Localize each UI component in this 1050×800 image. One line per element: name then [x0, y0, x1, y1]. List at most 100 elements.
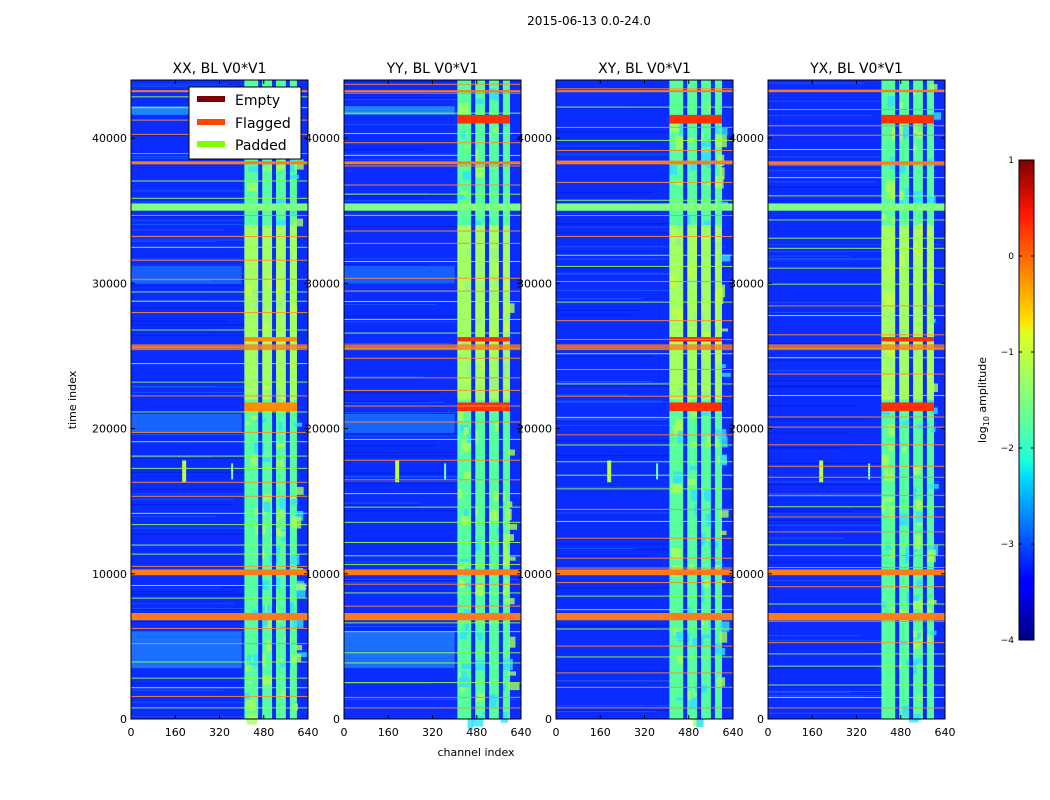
legend-label-flagged: Flagged [235, 116, 291, 132]
flag-row [131, 214, 308, 216]
noise-streak [556, 625, 656, 627]
noise-streak [344, 402, 444, 404]
rfi-texture [292, 617, 304, 628]
rfi-texture [721, 580, 726, 584]
flag-row [344, 260, 521, 262]
rfi-gap [697, 80, 702, 719]
noise-streak [556, 455, 672, 457]
flag-row [556, 582, 733, 584]
rfi-texture [470, 539, 482, 551]
rfi-texture [459, 631, 467, 640]
flag-row [768, 684, 945, 686]
rfi-texture [927, 196, 936, 209]
noise-streak [768, 200, 942, 202]
rfi-texture [459, 558, 471, 563]
noise-streak [556, 382, 676, 384]
noise-streak [131, 498, 235, 500]
noise-streak [768, 495, 888, 497]
rfi-texture [692, 441, 699, 448]
flag-row [131, 677, 308, 679]
noise-streak [344, 682, 431, 684]
noise-streak [131, 283, 242, 285]
noise-streak [768, 359, 943, 361]
x-tick-label: 320 [422, 726, 443, 739]
rfi-texture [689, 162, 697, 171]
noise-streak [131, 608, 281, 610]
flag-row [344, 318, 521, 320]
noise-streak [768, 691, 939, 693]
noise-streak [768, 181, 878, 183]
noise-streak [344, 452, 455, 454]
rfi-hotspot [457, 114, 510, 124]
rfi-texture [704, 488, 716, 499]
noise-streak [344, 579, 518, 581]
flag-row [556, 215, 733, 217]
noise-streak [344, 81, 514, 83]
noise-streak [131, 239, 264, 241]
noise-streak [344, 197, 423, 199]
low-amp-region [131, 414, 242, 433]
noise-streak [344, 376, 423, 378]
flag-row [556, 265, 733, 267]
flag-row [131, 455, 308, 457]
rfi-texture [913, 122, 919, 133]
flag-row [556, 301, 733, 303]
rfi-texture [490, 694, 496, 699]
noise-streak [768, 156, 931, 158]
flag-row [556, 383, 733, 385]
noise-streak [556, 107, 728, 109]
noise-streak [344, 264, 427, 266]
noise-streak [556, 314, 632, 316]
flag-row [344, 662, 521, 664]
flag-row [344, 405, 521, 407]
noise-streak [131, 434, 250, 436]
noise-streak [768, 561, 904, 563]
flagged-block [131, 569, 308, 576]
x-tick-label: 480 [678, 726, 699, 739]
flagged-block [556, 612, 733, 621]
rfi-texture [290, 553, 300, 565]
noise-streak [556, 210, 698, 212]
flag-row [131, 495, 308, 497]
rfi-texture [715, 647, 726, 656]
x-tick-label: 160 [165, 726, 186, 739]
y-tick-label: 30000 [729, 277, 764, 290]
flag-row [344, 592, 521, 594]
rfi-texture [910, 146, 917, 152]
flag-row [768, 642, 945, 644]
rfi-texture [719, 631, 728, 643]
rfi-texture [912, 641, 920, 650]
flag-row [344, 357, 521, 359]
flag-row [768, 237, 945, 239]
rfi-texture [508, 682, 520, 691]
noise-streak [556, 273, 709, 275]
rfi-texture [499, 588, 509, 595]
flag-row [768, 247, 945, 249]
rfi-texture [696, 716, 704, 728]
flag-row [768, 125, 945, 127]
noise-streak [344, 321, 481, 323]
rfi-texture [505, 508, 512, 521]
rfi-texture [897, 198, 904, 209]
flag-row [344, 521, 521, 523]
rfi-texture [914, 535, 922, 544]
noise-streak [768, 513, 920, 515]
flag-row [556, 126, 733, 128]
rfi-texture [473, 584, 484, 596]
noise-streak [131, 493, 275, 495]
flag-row [556, 338, 733, 340]
y-tick-label: 30000 [305, 277, 340, 290]
noise-streak [344, 445, 437, 447]
rfi-texture [684, 690, 691, 700]
noise-streak [768, 462, 932, 464]
rfi-texture [295, 486, 304, 495]
flag-row [556, 595, 733, 597]
legend-swatch-padded [197, 141, 225, 147]
flag-row [344, 165, 521, 167]
rfi-texture [293, 422, 303, 427]
flag-row [556, 461, 733, 463]
x-axis-label: channel index [437, 746, 515, 759]
noise-streak [768, 579, 923, 581]
rfi-texture [501, 559, 509, 567]
rfi-texture [702, 634, 714, 639]
